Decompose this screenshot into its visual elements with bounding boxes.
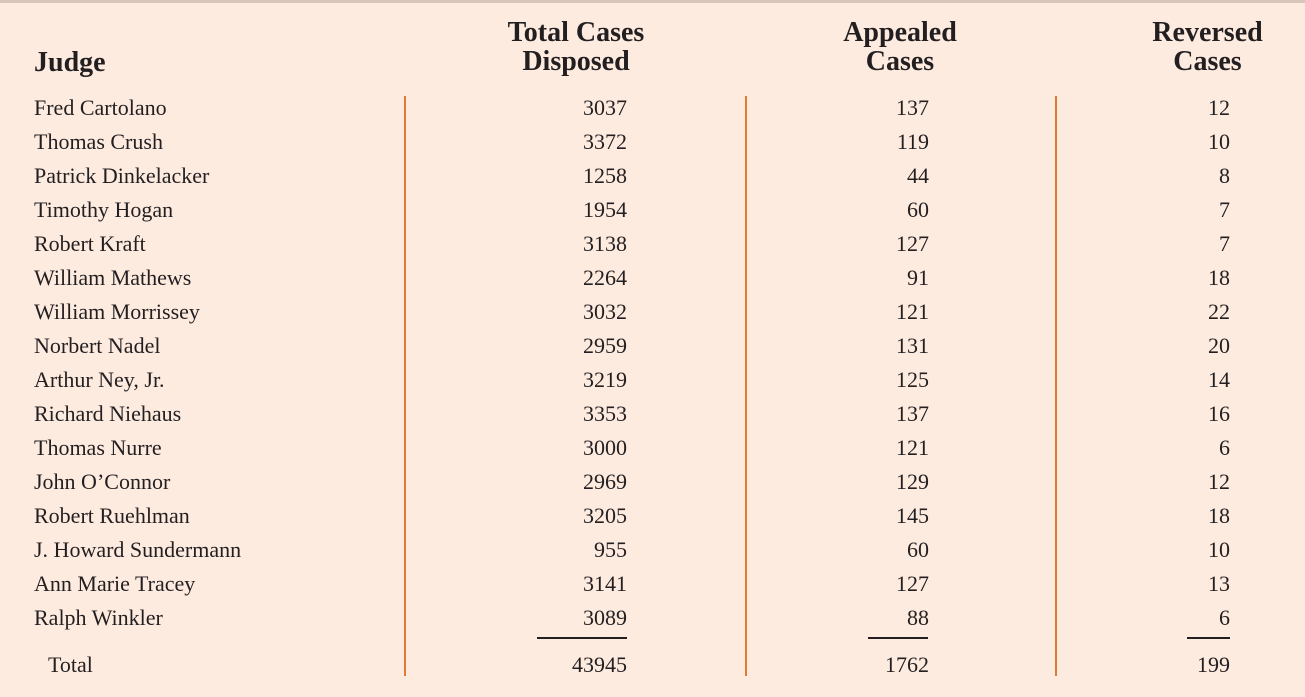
- reversed-cases-value: 18: [1208, 503, 1230, 528]
- reversed-cases-value: 18: [1208, 265, 1230, 290]
- totals-row: Total 43945 1762 199: [0, 648, 1305, 682]
- judge-name: Timothy Hogan: [34, 197, 174, 222]
- total-cases-value: 3037: [583, 95, 627, 120]
- appealed-cases-value: 119: [896, 129, 929, 154]
- reversed-sum-line: [1187, 637, 1230, 639]
- total-cases-value: 1954: [583, 197, 627, 222]
- total-cases-value: 3219: [583, 367, 627, 392]
- table-row: William Morrissey 3032 121 22: [0, 295, 1305, 329]
- table-row: Thomas Crush 3372 119 10: [0, 125, 1305, 159]
- column-divider-2: [745, 96, 747, 676]
- judge-name: Richard Niehaus: [34, 401, 182, 426]
- reversed-cases-value: 14: [1208, 367, 1230, 392]
- reversed-cases-value: 6: [1219, 605, 1230, 630]
- total-cases-value: 3353: [583, 401, 627, 426]
- total-cases-value: 2264: [583, 265, 627, 290]
- total-cases-value: 3141: [583, 571, 627, 596]
- judge-name: J. Howard Sundermann: [34, 537, 242, 562]
- table-row: Robert Ruehlman 3205 145 18: [0, 499, 1305, 533]
- total-cases-value: 3000: [583, 435, 627, 460]
- appealed-cases-value: 121: [896, 299, 929, 324]
- judge-name: Ralph Winkler: [34, 605, 163, 630]
- reversed-cases-value: 8: [1219, 163, 1230, 188]
- total-cases-value: 3372: [583, 129, 627, 154]
- total-cases-value: 2969: [583, 469, 627, 494]
- totals-reversed-cases: 199: [1197, 652, 1230, 677]
- total-cases-sum-line: [537, 637, 627, 639]
- appealed-cases-value: 44: [907, 163, 929, 188]
- judge-name: Fred Cartolano: [34, 95, 167, 120]
- appealed-cases-value: 125: [896, 367, 929, 392]
- reversed-cases-value: 10: [1208, 129, 1230, 154]
- column-divider-1: [404, 96, 406, 676]
- total-cases-value: 3089: [583, 605, 627, 630]
- judge-name: Robert Ruehlman: [34, 503, 190, 528]
- table-row: Fred Cartolano 3037 137 12: [0, 91, 1305, 125]
- total-cases-value: 3032: [583, 299, 627, 324]
- total-cases-value: 2959: [583, 333, 627, 358]
- appealed-cases-value: 121: [896, 435, 929, 460]
- top-border: [0, 0, 1305, 3]
- table-row: William Mathews 2264 91 18: [0, 261, 1305, 295]
- appealed-cases-value: 145: [896, 503, 929, 528]
- table-row: Robert Kraft 3138 127 7: [0, 227, 1305, 261]
- appealed-cases-value: 88: [907, 605, 929, 630]
- appealed-cases-value: 131: [896, 333, 929, 358]
- table-row: J. Howard Sundermann 955 60 10: [0, 533, 1305, 567]
- reversed-cases-value: 12: [1208, 95, 1230, 120]
- appealed-cases-value: 60: [907, 537, 929, 562]
- total-cases-value: 3138: [583, 231, 627, 256]
- appealed-cases-value: 127: [896, 571, 929, 596]
- judge-name: William Morrissey: [34, 299, 200, 324]
- reversed-cases-value: 6: [1219, 435, 1230, 460]
- totals-label: Total: [48, 652, 93, 677]
- table-row: Ralph Winkler 3089 88 6: [0, 601, 1305, 635]
- totals-total-cases: 43945: [572, 652, 627, 677]
- table-row: Ann Marie Tracey 3141 127 13: [0, 567, 1305, 601]
- table-row: Patrick Dinkelacker 1258 44 8: [0, 159, 1305, 193]
- appealed-cases-value: 91: [907, 265, 929, 290]
- reversed-cases-value: 13: [1208, 571, 1230, 596]
- judge-name: William Mathews: [34, 265, 192, 290]
- total-cases-value: 1258: [583, 163, 627, 188]
- reversed-cases-value: 16: [1208, 401, 1230, 426]
- judge-name: Ann Marie Tracey: [34, 571, 196, 596]
- reversed-cases-value: 20: [1208, 333, 1230, 358]
- appealed-cases-value: 60: [907, 197, 929, 222]
- table-row: John O’Connor 2969 129 12: [0, 465, 1305, 499]
- header-judge: Judge: [34, 47, 106, 78]
- table-row: Thomas Nurre 3000 121 6: [0, 431, 1305, 465]
- table-row: Timothy Hogan 1954 60 7: [0, 193, 1305, 227]
- table-row: Arthur Ney, Jr. 3219 125 14: [0, 363, 1305, 397]
- appealed-cases-value: 137: [896, 95, 929, 120]
- reversed-cases-value: 10: [1208, 537, 1230, 562]
- judge-name: Robert Kraft: [34, 231, 146, 256]
- appealed-cases-value: 127: [896, 231, 929, 256]
- reversed-cases-value: 7: [1219, 197, 1230, 222]
- header-reversed-cases: Reversed Cases: [1152, 17, 1263, 77]
- reversed-cases-value: 22: [1208, 299, 1230, 324]
- judge-name: Patrick Dinkelacker: [34, 163, 210, 188]
- judge-name: Arthur Ney, Jr.: [34, 367, 165, 392]
- column-divider-3: [1055, 96, 1057, 676]
- judge-name: Norbert Nadel: [34, 333, 161, 358]
- table-row: Norbert Nadel 2959 131 20: [0, 329, 1305, 363]
- appealed-sum-line: [868, 637, 928, 639]
- reversed-cases-value: 12: [1208, 469, 1230, 494]
- header-appealed-cases: Appealed Cases: [843, 17, 957, 77]
- table-row: Richard Niehaus 3353 137 16: [0, 397, 1305, 431]
- appealed-cases-value: 137: [896, 401, 929, 426]
- judge-name: John O’Connor: [34, 469, 171, 494]
- judge-name: Thomas Crush: [34, 129, 163, 154]
- total-cases-value: 955: [594, 537, 627, 562]
- reversed-cases-value: 7: [1219, 231, 1230, 256]
- judge-name: Thomas Nurre: [34, 435, 162, 460]
- appealed-cases-value: 129: [896, 469, 929, 494]
- total-cases-value: 3205: [583, 503, 627, 528]
- header-total-cases: Total Cases Disposed: [507, 17, 645, 77]
- totals-appealed-cases: 1762: [885, 652, 929, 677]
